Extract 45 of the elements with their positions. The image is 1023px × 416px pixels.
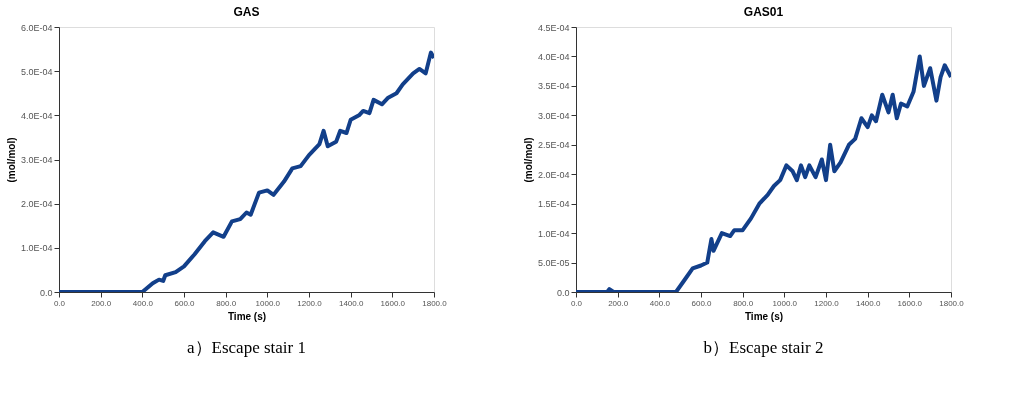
x-tick-label: 600.0 [174, 298, 196, 308]
x-tick-label: 400.0 [132, 298, 154, 308]
y-tick-label: 3.0E-04 [20, 155, 53, 165]
y-tick-label: 0.0 [39, 287, 53, 298]
x-tick-label: 1600.0 [380, 298, 406, 308]
y-tick-label: 4.0E-04 [20, 110, 53, 121]
y-tick-label: 6.0E-04 [20, 22, 53, 33]
x-tick-label: 0.0 [570, 298, 583, 308]
y-tick-label: 1.0E-04 [20, 243, 53, 254]
y-tick-label: 2.0E-04 [20, 199, 53, 210]
text: b）Escape stair 2 [703, 338, 824, 357]
x-axis-title: Time (s) [227, 310, 267, 322]
x-tick-label: 200.0 [608, 298, 629, 308]
y-tick-label: 2.0E-04 [537, 169, 570, 180]
x-tick-label: 200.0 [91, 298, 112, 308]
x-tick-label: 1200.0 [297, 298, 323, 308]
x-tick-label: 0.0 [53, 298, 66, 308]
y-tick-label: 5.0E-04 [20, 66, 53, 77]
y-tick-label: 1.0E-04 [537, 228, 570, 239]
chart-title: GAS [233, 5, 260, 19]
x-tick-label: 800.0 [216, 298, 237, 308]
x-tick-label: 1800.0 [939, 298, 965, 308]
chart-title: GAS01 [743, 5, 784, 19]
x-tick-label: 1800.0 [422, 298, 448, 308]
x-tick-label: 1400.0 [338, 298, 364, 308]
x-tick-label: 400.0 [649, 298, 671, 308]
y-tick-label: 5.0E-05 [537, 258, 570, 269]
x-tick-label: 1000.0 [772, 298, 798, 308]
x-tick-label: 1000.0 [255, 298, 281, 308]
text: a）Escape stair 1 [187, 338, 306, 357]
x-tick-label: 1200.0 [814, 298, 840, 308]
y-tick-label: 2.5E-04 [537, 140, 570, 151]
x-tick-label: 1600.0 [897, 298, 923, 308]
x-axis-title: Time (s) [744, 310, 784, 322]
y-tick-label: 3.5E-04 [537, 81, 570, 92]
y-axis-title: (mol/mol) [522, 137, 534, 183]
y-tick-label: 4.0E-04 [537, 51, 570, 62]
y-tick-label: 1.5E-04 [537, 199, 570, 210]
y-tick-label: 4.5E-04 [537, 22, 570, 33]
y-tick-label: 0.0 [556, 287, 570, 298]
y-axis-title: (mol/mol) [5, 137, 17, 183]
x-tick-label: 600.0 [691, 298, 713, 308]
x-tick-label: 800.0 [733, 298, 754, 308]
x-tick-label: 1400.0 [855, 298, 881, 308]
y-tick-label: 3.0E-04 [537, 110, 570, 121]
